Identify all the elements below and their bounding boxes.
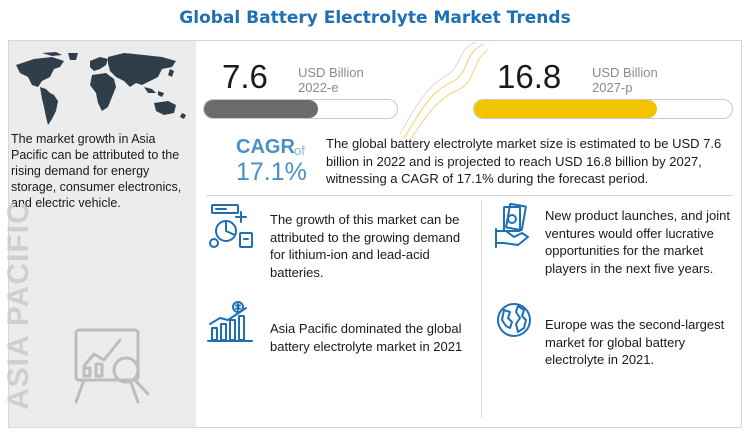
metric-2027-value: 16.8 — [497, 58, 562, 95]
infographic-title: Global Battery Electrolyte Market Trends — [179, 8, 571, 28]
world-map-icon — [16, 52, 186, 125]
horizontal-divider — [206, 195, 733, 196]
metric-2022-bar-fill — [204, 100, 318, 118]
cagr-value: 17.1% — [236, 158, 307, 186]
metric-2027-year: 2027-p — [592, 80, 633, 95]
battery-drivers-icon — [209, 204, 253, 248]
region-description: The market growth in Asia Pacific can be… — [11, 132, 182, 210]
metric-2027-unit: USD Billion — [592, 65, 658, 80]
growth-chart-icon — [207, 301, 253, 342]
metric-2022-value: 7.6 — [222, 58, 268, 95]
metric-2022-year: 2022-e — [298, 80, 339, 95]
decorative-swirl — [400, 42, 489, 141]
metric-2022-unit: USD Billion — [298, 65, 364, 80]
metric-2027-bar-fill — [474, 100, 658, 118]
point-drivers-text: The growth of this market can be attribu… — [270, 212, 461, 280]
cagr-label: CAGR — [236, 136, 295, 158]
point-opportunities-text: New product launches, and joint ventures… — [545, 208, 731, 276]
metric-2022-bar — [203, 99, 398, 119]
market-summary-text: The global battery electrolyte market si… — [326, 136, 722, 186]
vertical-divider — [481, 200, 482, 418]
point-europe-text: Europe was the second-largest market for… — [545, 317, 725, 367]
region-vertical-label: ASIA PACIFIC — [2, 201, 35, 410]
cagr-of: of — [294, 143, 305, 158]
globe-icon — [497, 303, 531, 337]
point-asia-pacific-text: Asia Pacific dominated the global batter… — [270, 321, 463, 354]
metric-2027-bar — [473, 99, 733, 119]
money-handshake-icon — [495, 203, 529, 248]
analysis-chart-icon — [74, 328, 150, 404]
